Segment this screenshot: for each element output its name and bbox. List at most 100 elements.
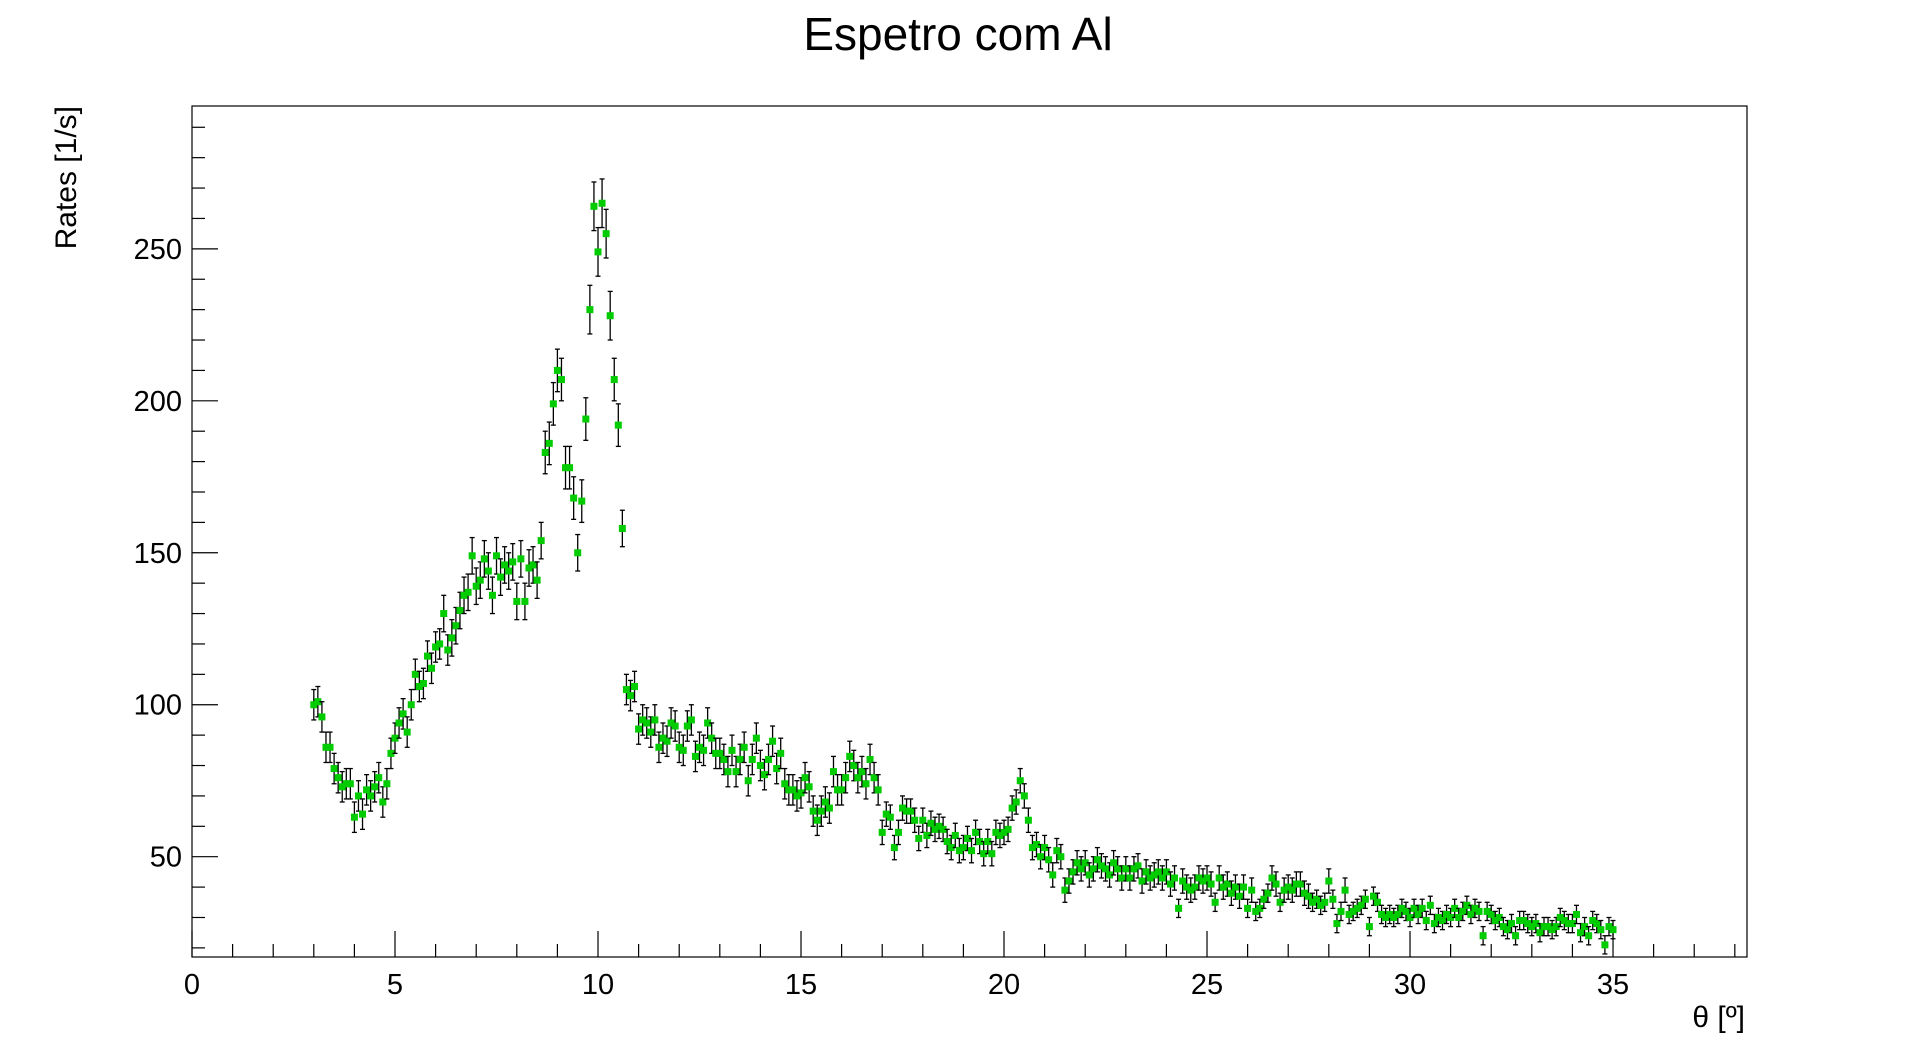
point-marker <box>1134 862 1142 870</box>
data-point <box>1175 898 1183 919</box>
data-point <box>1057 843 1065 870</box>
point-marker <box>1300 889 1308 897</box>
point-marker <box>1110 859 1118 867</box>
data-point <box>700 734 708 767</box>
point-marker <box>387 749 395 757</box>
point-marker <box>1479 932 1487 940</box>
data-point <box>1467 904 1475 925</box>
y-tick-label: 100 <box>134 690 182 722</box>
data-point <box>923 822 931 849</box>
point-marker <box>903 807 911 815</box>
point-marker <box>955 847 963 855</box>
point-marker <box>696 743 704 751</box>
point-marker <box>720 755 728 763</box>
point-marker <box>1057 853 1065 861</box>
data-point <box>1004 816 1012 843</box>
point-marker <box>1512 932 1520 940</box>
point-marker <box>850 762 858 770</box>
point-marker <box>996 831 1004 839</box>
point-marker <box>1089 865 1097 873</box>
data-point <box>1244 898 1252 919</box>
point-marker <box>464 588 472 596</box>
point-marker <box>1154 868 1162 876</box>
data-point <box>582 397 590 441</box>
point-marker <box>1240 883 1248 891</box>
point-marker <box>1345 910 1353 918</box>
point-marker <box>618 524 626 532</box>
data-point <box>1235 883 1243 910</box>
point-marker <box>1361 895 1369 903</box>
data-point <box>1223 871 1231 897</box>
data-point <box>359 798 367 830</box>
point-marker <box>907 807 915 815</box>
point-marker <box>1398 904 1406 912</box>
data-point <box>367 780 375 812</box>
point-marker <box>391 734 399 742</box>
point-marker <box>476 576 484 584</box>
point-marker <box>728 746 736 754</box>
point-marker <box>712 749 720 757</box>
point-marker <box>1422 917 1430 925</box>
data-point <box>521 582 529 621</box>
point-marker <box>594 248 602 256</box>
point-marker <box>570 494 578 502</box>
point-marker <box>1195 874 1203 882</box>
data-point <box>391 722 399 755</box>
data-point <box>1349 901 1357 922</box>
point-marker <box>590 202 598 210</box>
y-tick-label: 200 <box>134 386 182 418</box>
x-tick-label: 10 <box>582 969 614 1001</box>
point-marker <box>586 306 594 314</box>
x-tick-label: 30 <box>1394 969 1426 1001</box>
data-point <box>1451 898 1459 919</box>
data-point <box>1260 889 1268 910</box>
point-marker <box>1248 886 1256 894</box>
data-point <box>1345 904 1353 925</box>
x-tick-label: 0 <box>184 969 200 1001</box>
data-point <box>334 761 342 794</box>
point-marker <box>931 825 939 833</box>
point-marker <box>1130 865 1138 873</box>
data-point <box>1309 892 1317 913</box>
point-marker <box>1483 907 1491 915</box>
data-point <box>1264 883 1272 903</box>
data-point <box>541 430 549 475</box>
point-marker <box>1252 907 1260 915</box>
data-point <box>1369 886 1377 906</box>
data-point <box>683 710 691 742</box>
data-point <box>1325 868 1333 894</box>
point-marker <box>1175 904 1183 912</box>
data-point <box>1158 865 1166 891</box>
point-marker <box>1000 828 1008 836</box>
data-point <box>419 667 427 700</box>
point-marker <box>1406 913 1414 921</box>
point-marker <box>1560 917 1568 925</box>
data-point <box>1585 925 1593 946</box>
point-marker <box>1459 907 1467 915</box>
point-marker <box>1581 923 1589 931</box>
data-point <box>1430 913 1438 934</box>
point-marker <box>1414 910 1422 918</box>
point-marker <box>1495 913 1503 921</box>
point-marker <box>1418 904 1426 912</box>
data-point <box>1341 877 1349 903</box>
point-marker <box>334 774 342 782</box>
data-point <box>444 634 452 666</box>
y-axis-title: Rates [1/s] <box>50 106 83 249</box>
data-point <box>622 673 630 706</box>
data-point <box>773 752 781 785</box>
data-point <box>468 536 476 575</box>
point-marker <box>1211 898 1219 906</box>
data-point <box>809 795 817 827</box>
data-point <box>472 567 480 606</box>
point-marker <box>1118 874 1126 882</box>
data-point <box>1020 783 1028 809</box>
point-marker <box>379 798 387 806</box>
data-point <box>769 725 777 758</box>
data-point <box>598 178 606 229</box>
data-point <box>1154 859 1162 885</box>
point-marker <box>1394 910 1402 918</box>
data-point <box>740 731 748 764</box>
x-tick-label: 15 <box>785 969 817 1001</box>
